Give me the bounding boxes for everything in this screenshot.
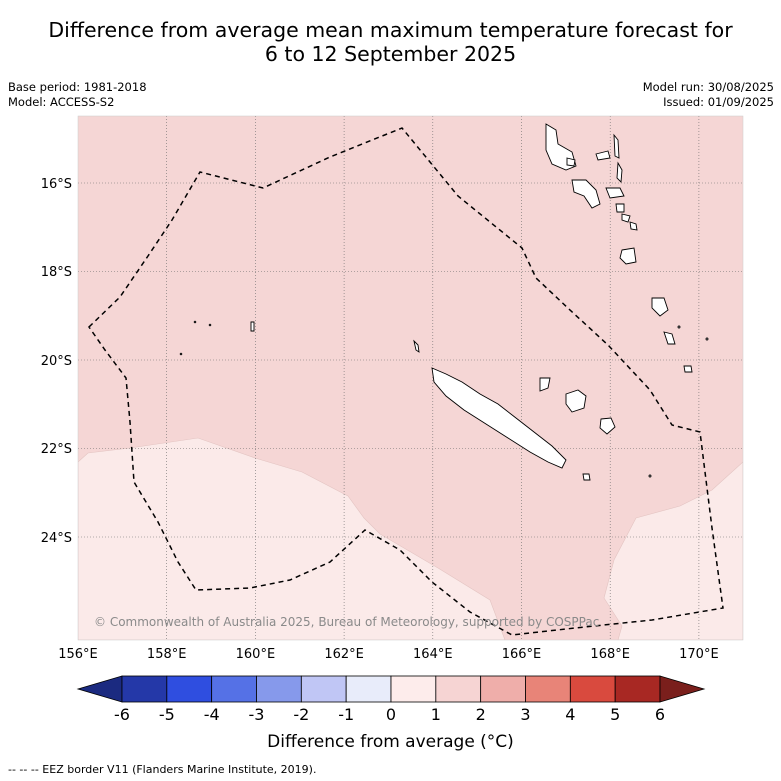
- lon-tick-156e: 156°E: [58, 647, 98, 662]
- ambrym-island: [605, 187, 625, 199]
- aniwa-islet: [677, 325, 681, 329]
- chesterfield-islet: [250, 321, 255, 332]
- malakula-island: [571, 179, 601, 209]
- lon-tick-168e: 168°E: [590, 647, 630, 662]
- graticule: [78, 116, 743, 640]
- shepherd-islands: [621, 213, 631, 223]
- isle-of-pines: [582, 473, 591, 481]
- colorbar: -6 -5 -4 -3 -2 -1 0 1 2 3 4 5 6: [76, 675, 706, 724]
- colorbar-segment: [121, 675, 168, 703]
- colorbar-segment: [166, 675, 213, 703]
- lat-tick-24s: 24°S: [41, 531, 72, 546]
- colorbar-tick-label: -4: [204, 705, 220, 724]
- lon-tick-170e: 170°E: [679, 647, 719, 662]
- aneityum-island: [683, 365, 693, 373]
- colorbar-tick-label: 5: [610, 705, 620, 724]
- colorbar-tick-labels: -6 -5 -4 -3 -2 -1 0 1 2 3 4 5 6: [114, 705, 665, 724]
- lat-tick-18s: 18°S: [41, 265, 72, 280]
- colorbar-segment: [390, 675, 437, 703]
- futuna-islet: [705, 337, 709, 341]
- colorbar-segment: [300, 675, 347, 703]
- ambae-island: [595, 150, 611, 161]
- colorbar-segment: [211, 675, 257, 703]
- belep-islands: [413, 339, 420, 353]
- maewo-island: [613, 133, 620, 159]
- lon-tick-158e: 158°E: [147, 647, 187, 662]
- colorbar-tick-label: 4: [565, 705, 575, 724]
- epi-island: [615, 203, 625, 213]
- colorbar-segment: [480, 675, 526, 703]
- lat-tick-16s: 16°S: [41, 177, 72, 192]
- model-name: Model: ACCESS-S2: [8, 95, 115, 109]
- colorbar-segment: [435, 675, 482, 703]
- latitude-tick-labels: 16°S 18°S 20°S 22°S 24°S: [41, 177, 72, 546]
- copyright-credit: © Commonwealth of Australia 2025, Bureau…: [94, 615, 599, 629]
- erromango-island: [651, 297, 669, 317]
- emae-island: [629, 221, 638, 231]
- lon-tick-160e: 160°E: [236, 647, 276, 662]
- title-line-2: 6 to 12 September 2025: [264, 42, 517, 66]
- model-run: Model run: 30/08/2025: [642, 80, 774, 94]
- tanna-island: [663, 331, 676, 345]
- malo-island: [566, 157, 576, 167]
- colorbar-tick-label: -5: [159, 705, 175, 724]
- colorbar-over-arrow: [659, 675, 706, 703]
- anomaly-fill-0-to-1-west: [78, 437, 506, 640]
- lon-tick-166e: 166°E: [502, 647, 542, 662]
- colorbar-tick-label: -1: [338, 705, 354, 724]
- colorbar-segments: [121, 675, 661, 703]
- issued-date: Issued: 01/09/2025: [663, 95, 774, 109]
- colorbar-segment: [569, 675, 616, 703]
- chesterfield-islet-east: [208, 323, 212, 327]
- colorbar-segment: [345, 675, 392, 703]
- colorbar-segment: [614, 675, 661, 703]
- lat-tick-20s: 20°S: [41, 354, 72, 369]
- matthew-islet: [648, 474, 652, 478]
- base-period: Base period: 1981-2018: [8, 80, 147, 94]
- lat-tick-22s: 22°S: [41, 442, 72, 457]
- colorbar-segment: [256, 675, 302, 703]
- longitude-tick-labels: 156°E 158°E 160°E 162°E 164°E 166°E 168°…: [58, 647, 718, 662]
- colorbar-tick-label: 1: [431, 705, 441, 724]
- new-caledonia-grande-terre: [431, 367, 567, 469]
- title-line-1: Difference from average mean maximum tem…: [48, 18, 733, 42]
- anomaly-fill-0-to-1-east: [603, 461, 743, 640]
- colorbar-tick-label: -6: [114, 705, 130, 724]
- eez-border: [88, 127, 724, 636]
- colorbar-label: Difference from average (°C): [267, 732, 514, 752]
- map-panel: © Commonwealth of Australia 2025, Bureau…: [78, 116, 743, 640]
- ouvea-island: [539, 377, 551, 392]
- lon-tick-162e: 162°E: [324, 647, 364, 662]
- colorbar-tick-label: 2: [476, 705, 486, 724]
- colorbar-under-arrow: [76, 675, 123, 703]
- pentecost-island: [616, 161, 623, 184]
- colorbar-tick-label: -3: [249, 705, 265, 724]
- colorbar-segment: [525, 675, 571, 703]
- lon-tick-164e: 164°E: [413, 647, 453, 662]
- map-frame: [77, 115, 744, 641]
- lifou-island: [565, 389, 587, 413]
- colorbar-tick-label: 3: [520, 705, 530, 724]
- chesterfield-islet-south: [179, 352, 183, 356]
- mare-island: [599, 417, 616, 435]
- efate-island: [619, 247, 637, 265]
- colorbar-tick-label: 0: [386, 705, 396, 724]
- colorbar-tick-label: 6: [655, 705, 665, 724]
- left-meta: Base period: 1981-2018 Model: ACCESS-S2: [8, 80, 147, 110]
- coastlines: [179, 123, 709, 481]
- map-title: Difference from average mean maximum tem…: [0, 18, 781, 66]
- right-meta: Model run: 30/08/2025 Issued: 01/09/2025: [643, 80, 774, 110]
- chesterfield-islet-north: [193, 320, 197, 324]
- colorbar-tick-label: -2: [293, 705, 309, 724]
- eez-footnote: -- -- -- EEZ border V11 (Flanders Marine…: [8, 763, 317, 776]
